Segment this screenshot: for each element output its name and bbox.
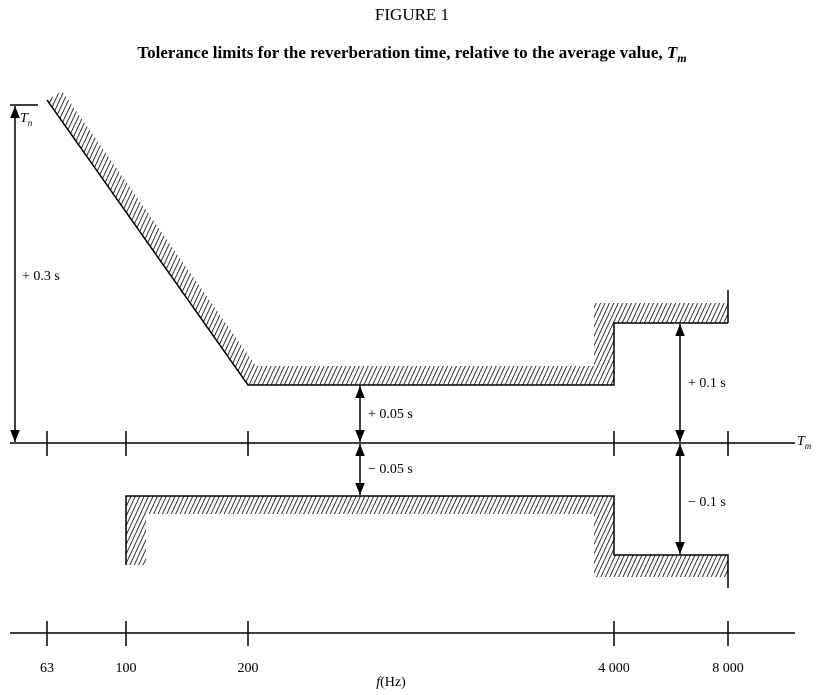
annotation: + 0.1 s [688, 376, 726, 391]
frequency-label: 100 [116, 661, 137, 676]
tn-sub: n [28, 118, 33, 128]
ticks [46, 431, 729, 646]
frequency-label: 200 [238, 661, 259, 676]
lower-limit [125, 495, 729, 588]
tm-label: Tm [797, 434, 812, 451]
figure-title: Tolerance limits for the reverberation t… [137, 43, 686, 65]
upper-hatch [47, 91, 728, 385]
tn-symbol: T [20, 111, 29, 126]
annotation: + 0.05 s [368, 407, 413, 422]
lower-hatch [126, 496, 728, 577]
axis-symbol: f [376, 675, 382, 690]
title-text: Tolerance limits for the reverberation t… [137, 43, 662, 62]
title-symbol-sub: m [677, 51, 686, 65]
annotation: − 0.1 s [688, 495, 726, 510]
frequency-label: 4 000 [598, 661, 630, 676]
frequency-label: 63 [40, 661, 54, 676]
upper-limit [46, 99, 728, 386]
frequency-label: 8 000 [712, 661, 744, 676]
tn-label: Tn [20, 111, 33, 128]
axis-unit: (Hz) [380, 675, 406, 690]
tm-symbol: T [797, 434, 806, 449]
annotation: − 0.05 s [368, 462, 413, 477]
title-symbol: T [667, 43, 678, 62]
axis-label: f(Hz) [376, 675, 406, 690]
annotation: + 0.3 s [22, 269, 60, 284]
tm-sub: m [805, 441, 812, 451]
figure-label: FIGURE 1 [375, 5, 449, 24]
